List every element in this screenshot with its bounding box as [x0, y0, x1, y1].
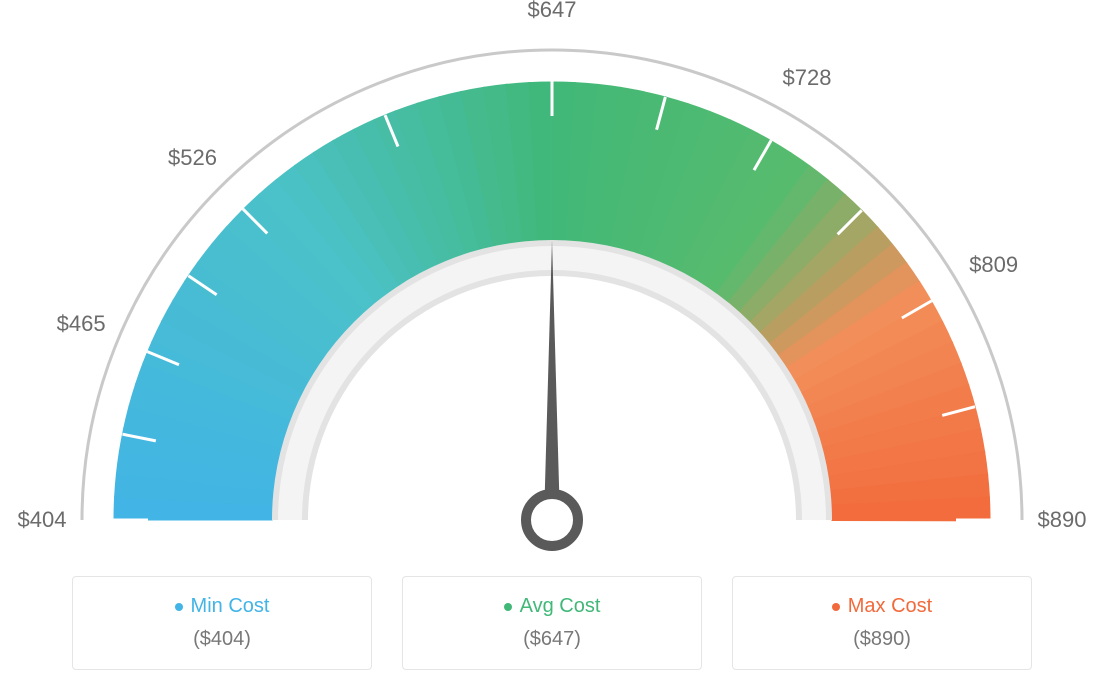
gauge-svg: [0, 0, 1104, 560]
gauge-tick-label: $647: [528, 0, 577, 23]
gauge-tick-label: $404: [18, 507, 67, 533]
legend-card-avg: Avg Cost ($647): [402, 576, 702, 670]
legend-avg-label: Avg Cost: [504, 595, 601, 618]
gauge-tick-label: $809: [969, 252, 1018, 278]
legend-min-label: Min Cost: [175, 595, 270, 618]
gauge-needle-hub: [526, 494, 578, 546]
legend-card-min: Min Cost ($404): [72, 576, 372, 670]
legend-max-label: Max Cost: [832, 595, 932, 618]
gauge-tick-label: $728: [783, 65, 832, 91]
gauge-needle: [544, 240, 560, 520]
cost-gauge: $404 $465 $526 $647 $728 $809 $890: [0, 0, 1104, 560]
legend-card-max: Max Cost ($890): [732, 576, 1032, 670]
gauge-tick-label: $465: [57, 311, 106, 337]
legend-row: Min Cost ($404) Avg Cost ($647) Max Cost…: [0, 576, 1104, 670]
legend-avg-value: ($647): [423, 628, 681, 651]
gauge-tick-label: $890: [1038, 507, 1087, 533]
gauge-tick-label: $526: [168, 145, 217, 171]
legend-min-value: ($404): [93, 628, 351, 651]
legend-max-value: ($890): [753, 628, 1011, 651]
